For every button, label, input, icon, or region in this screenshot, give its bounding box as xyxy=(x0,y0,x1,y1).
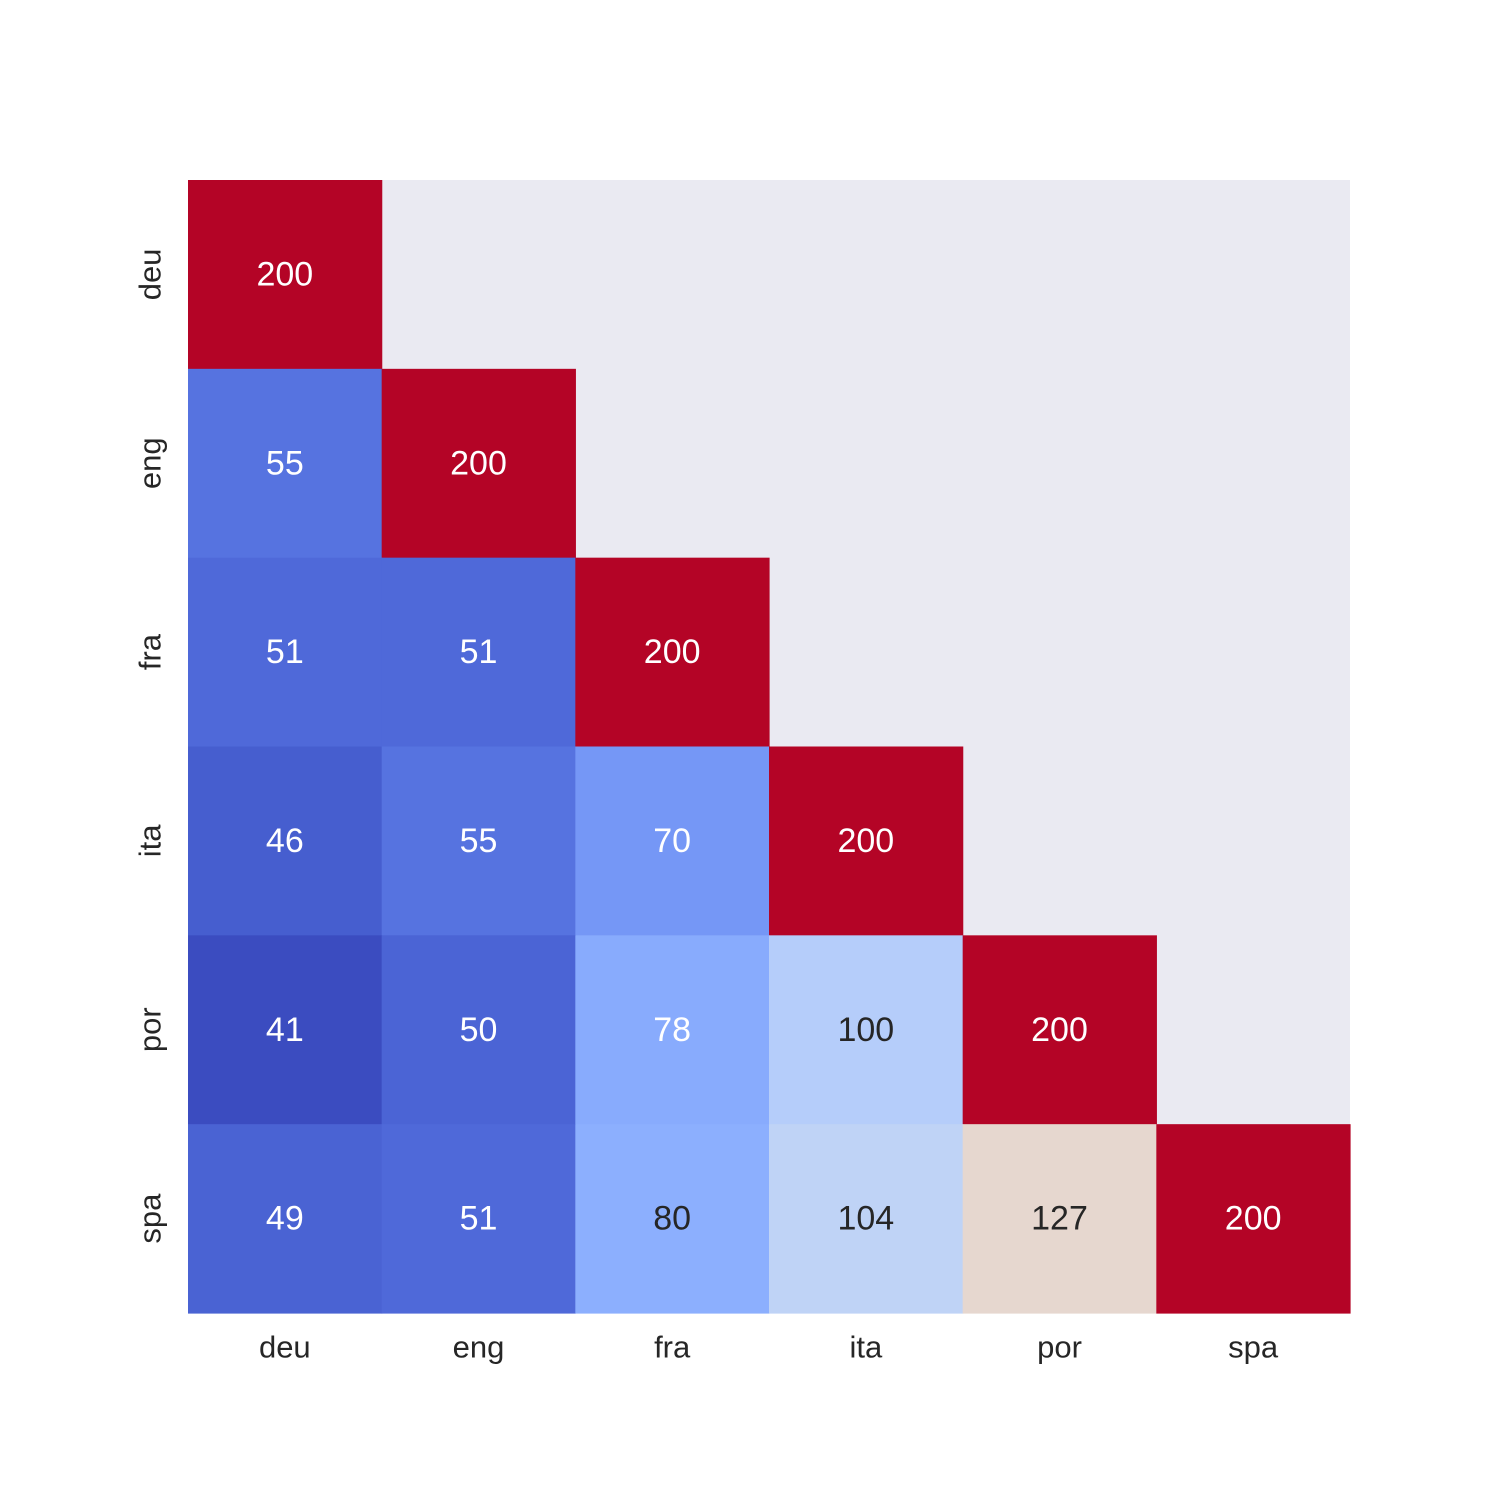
cell-value-label: 200 xyxy=(1031,1011,1088,1049)
cell-value-label: 46 xyxy=(266,822,304,860)
heatmap-cell-ita-fra xyxy=(575,746,770,936)
cell-value-label: 41 xyxy=(266,1011,304,1049)
y-axis-tick-labels: deu eng fra ita por spa xyxy=(133,249,168,1244)
heatmap-cell-por-ita xyxy=(769,935,964,1125)
heatmap-cell-por-eng xyxy=(381,935,576,1125)
cell-value-label: 51 xyxy=(266,633,304,671)
cell-value-label: 104 xyxy=(837,1200,894,1238)
heatmap-cell-ita-ita xyxy=(769,746,964,936)
heatmap-cell-eng-deu xyxy=(188,368,383,559)
cell-value-label: 51 xyxy=(460,633,498,671)
heatmap-cell-por-deu xyxy=(188,935,383,1125)
heatmap-cell-ita-deu xyxy=(188,746,383,936)
y-tick-label: eng xyxy=(133,437,168,489)
cell-value-label: 200 xyxy=(644,633,701,671)
cell-value-label: 200 xyxy=(1225,1200,1282,1238)
y-tick-label: deu xyxy=(133,249,168,301)
heatmap-cell-spa-por xyxy=(962,1124,1157,1314)
cell-value-label: 200 xyxy=(837,822,894,860)
x-tick-label: spa xyxy=(1228,1330,1279,1365)
heatmap-cells xyxy=(188,180,1351,1314)
heatmap-cell-por-fra xyxy=(575,935,770,1125)
cell-value-label: 80 xyxy=(653,1200,691,1238)
heatmap-cell-deu-deu xyxy=(188,180,383,370)
cell-value-label: 55 xyxy=(266,444,304,482)
y-tick-label: fra xyxy=(133,633,168,670)
y-tick-label: por xyxy=(133,1007,168,1052)
heatmap-cell-spa-eng xyxy=(381,1124,576,1314)
x-tick-label: por xyxy=(1037,1330,1082,1365)
heatmap-cell-spa-fra xyxy=(575,1124,770,1314)
heatmap-cell-spa-deu xyxy=(188,1124,383,1314)
y-tick-label: ita xyxy=(133,824,168,858)
y-tick-label: spa xyxy=(133,1193,168,1244)
cell-annotations: 200 55 200 51 51 200 46 55 70 200 41 50 78 100 200 49 51… xyxy=(256,255,1281,1237)
cell-value-label: 200 xyxy=(256,255,313,293)
heatmap-cell-spa-spa xyxy=(1156,1124,1351,1314)
x-tick-label: fra xyxy=(654,1330,691,1365)
cell-value-label: 50 xyxy=(460,1011,498,1049)
x-tick-label: deu xyxy=(259,1330,311,1365)
x-tick-label: ita xyxy=(849,1330,883,1365)
heatmap-cell-eng-eng xyxy=(381,368,576,559)
x-tick-label: eng xyxy=(453,1330,505,1365)
cell-value-label: 200 xyxy=(450,444,507,482)
cell-value-label: 78 xyxy=(653,1011,691,1049)
heatmap-cell-spa-ita xyxy=(769,1124,964,1314)
heatmap-cell-fra-eng xyxy=(381,557,576,748)
heatmap-cell-ita-eng xyxy=(381,746,576,936)
cell-value-label: 70 xyxy=(653,822,691,860)
cell-value-label: 49 xyxy=(266,1200,304,1238)
heatmap-cell-fra-deu xyxy=(188,557,383,748)
cell-value-label: 51 xyxy=(460,1200,498,1238)
heatmap-cell-fra-fra xyxy=(575,557,770,748)
x-axis-tick-labels: deu eng fra ita por spa xyxy=(259,1330,1279,1365)
cell-value-label: 100 xyxy=(837,1011,894,1049)
heatmap-cell-por-por xyxy=(962,935,1157,1125)
cell-value-label: 55 xyxy=(460,822,498,860)
cell-value-label: 127 xyxy=(1031,1200,1088,1238)
